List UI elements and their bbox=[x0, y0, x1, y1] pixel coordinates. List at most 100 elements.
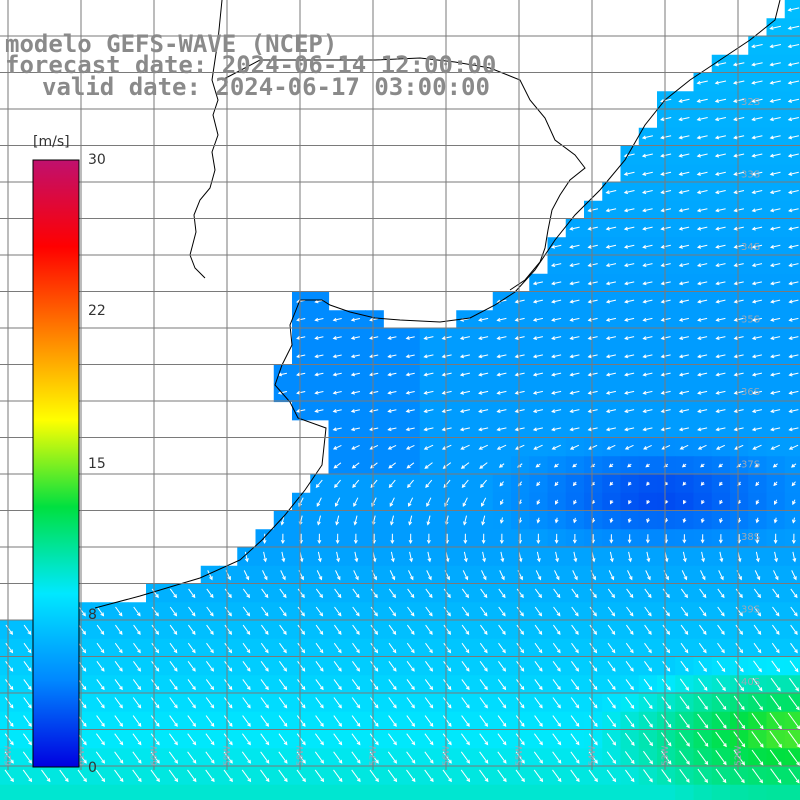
wind-cell bbox=[784, 711, 800, 731]
wind-arrow bbox=[534, 588, 543, 599]
wind-arrow bbox=[605, 317, 617, 322]
wind-arrow bbox=[753, 606, 762, 617]
wind-arrow bbox=[441, 354, 452, 359]
wind-arrow bbox=[627, 463, 632, 468]
wind-cell bbox=[784, 766, 800, 786]
wind-arrow bbox=[790, 606, 798, 617]
wind-arrow bbox=[497, 733, 507, 746]
wind-arrow bbox=[755, 499, 760, 505]
wind-cell bbox=[474, 784, 494, 800]
wind-arrow bbox=[535, 570, 542, 581]
wind-arrow bbox=[715, 336, 726, 340]
wind-arrow bbox=[95, 769, 106, 783]
wind-arrow bbox=[497, 751, 507, 764]
wind-arrow bbox=[715, 263, 726, 267]
wind-arrow bbox=[224, 624, 233, 635]
wind-arrow bbox=[607, 624, 616, 635]
wind-arrow bbox=[260, 751, 270, 764]
wind-arrow bbox=[733, 153, 745, 158]
wind-arrow bbox=[642, 299, 653, 304]
wind-arrow bbox=[623, 190, 635, 195]
wind-arrow bbox=[335, 533, 340, 545]
wind-arrow bbox=[278, 679, 288, 691]
wind-arrow bbox=[333, 697, 342, 709]
wind-arrow bbox=[642, 354, 653, 359]
wind-arrow bbox=[770, 409, 781, 413]
wind-arrow bbox=[515, 733, 525, 746]
wind-arrow bbox=[481, 515, 486, 526]
wind-arrow bbox=[278, 661, 288, 672]
wind-arrow bbox=[605, 299, 617, 304]
wind-arrow bbox=[279, 588, 287, 599]
wind-arrow bbox=[224, 661, 233, 672]
wind-arrow bbox=[627, 534, 632, 544]
wind-arrow bbox=[662, 661, 671, 672]
wind-arrow bbox=[96, 697, 105, 709]
wind-arrow bbox=[733, 317, 744, 322]
wind-arrow bbox=[370, 624, 379, 635]
coastline bbox=[94, 0, 781, 609]
wind-arrow bbox=[442, 733, 452, 746]
wind-arrow bbox=[388, 479, 396, 489]
wind-arrow bbox=[787, 44, 800, 49]
wind-arrow bbox=[314, 751, 325, 764]
wind-arrow bbox=[660, 135, 672, 140]
wind-arrow bbox=[769, 62, 781, 67]
wind-arrow bbox=[369, 336, 379, 340]
wind-arrow bbox=[332, 336, 342, 340]
wind-arrow bbox=[623, 171, 635, 176]
wind-arrow bbox=[719, 499, 723, 505]
wind-arrow bbox=[481, 497, 487, 507]
wind-arrow bbox=[642, 427, 653, 432]
wind-arrow bbox=[791, 481, 796, 487]
wind-arrow bbox=[552, 624, 561, 635]
wind-arrow bbox=[224, 642, 233, 654]
wind-arrow bbox=[788, 390, 799, 395]
wind-arrow bbox=[715, 409, 726, 413]
wind-arrow bbox=[387, 354, 397, 359]
wind-cell bbox=[54, 784, 74, 800]
wind-arrow bbox=[533, 751, 544, 764]
wind-arrow bbox=[660, 299, 671, 304]
wind-arrow bbox=[499, 481, 504, 487]
wind-arrow bbox=[700, 534, 705, 544]
wind-arrow bbox=[735, 606, 743, 617]
wind-arrow bbox=[426, 515, 431, 526]
wind-arrow bbox=[605, 336, 617, 340]
wind-arrow bbox=[587, 409, 598, 413]
wind-arrow bbox=[755, 481, 760, 487]
wind-arrow bbox=[114, 715, 124, 727]
wind-arrow bbox=[678, 208, 690, 213]
wind-arrow bbox=[552, 715, 562, 727]
wind-arrow bbox=[623, 263, 635, 267]
wind-arrow bbox=[660, 390, 671, 395]
wind-arrow bbox=[534, 661, 543, 672]
wind-arrow bbox=[751, 281, 763, 286]
wind-arrow bbox=[733, 281, 744, 286]
wind-arrow bbox=[243, 570, 250, 581]
wind-arrow bbox=[296, 751, 306, 764]
wind-arrow bbox=[678, 244, 690, 249]
wind-arrow bbox=[479, 751, 489, 764]
wind-arrow bbox=[555, 551, 559, 563]
wind-arrow bbox=[262, 570, 268, 581]
wind-arrow bbox=[335, 515, 340, 526]
wind-arrow bbox=[624, 444, 634, 450]
wind-arrow bbox=[132, 769, 142, 783]
wind-arrow bbox=[751, 263, 763, 267]
wind-arrow bbox=[369, 751, 379, 764]
wind-arrow bbox=[78, 624, 87, 635]
wind-arrow bbox=[496, 444, 507, 450]
wind-arrow bbox=[242, 642, 251, 654]
wind-arrow bbox=[350, 354, 361, 359]
wind-arrow bbox=[678, 117, 690, 122]
wind-arrow bbox=[187, 679, 196, 691]
wind-arrow bbox=[350, 427, 361, 432]
wind-arrow bbox=[297, 679, 306, 691]
wind-arrow bbox=[77, 715, 87, 727]
wind-arrow bbox=[460, 751, 471, 764]
wind-arrow bbox=[625, 661, 634, 672]
wind-arrow bbox=[314, 372, 324, 377]
wind-arrow bbox=[280, 570, 286, 581]
wind-arrow bbox=[150, 751, 160, 764]
